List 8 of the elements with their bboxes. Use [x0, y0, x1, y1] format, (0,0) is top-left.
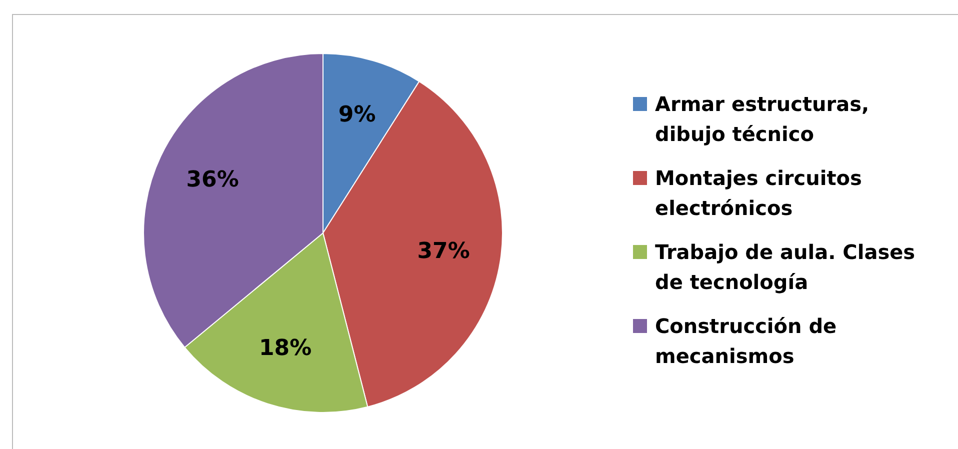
- legend-label: Armar estructuras, dibujo técnico: [655, 90, 870, 148]
- data-label: 37%: [417, 238, 470, 264]
- data-label: 18%: [258, 335, 312, 360]
- legend-label: Trabajo de aula. Clases de tecnología: [655, 238, 916, 296]
- legend-label: Montajes circuitos electrónicos: [655, 164, 863, 222]
- data-label: 36%: [186, 167, 239, 192]
- legend-label: Construcción de mecanismos: [655, 312, 838, 370]
- data-label: 9%: [338, 102, 376, 128]
